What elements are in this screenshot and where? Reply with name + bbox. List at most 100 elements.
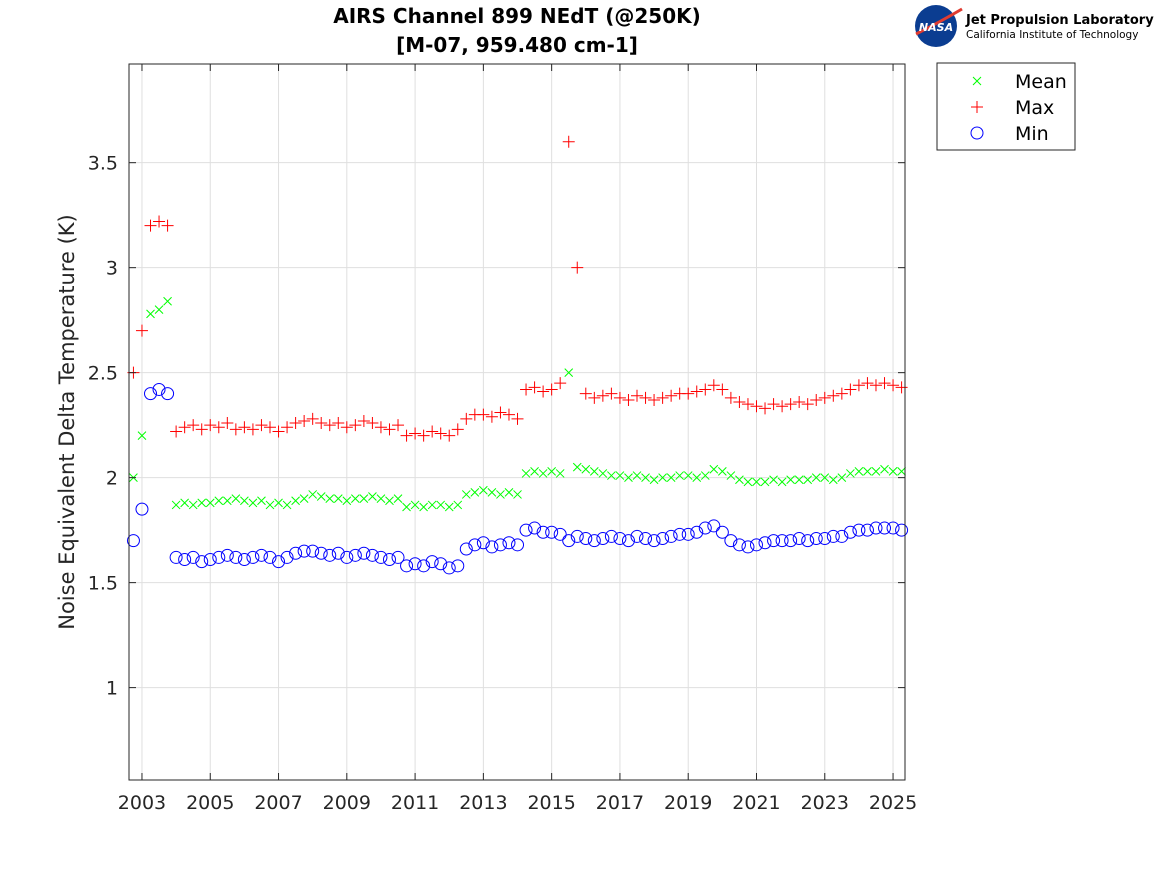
- mean-point: [222, 496, 232, 506]
- mean-point: [649, 475, 659, 485]
- max-point: [682, 387, 695, 400]
- mean-point: [385, 496, 394, 506]
- min-point: [212, 550, 226, 564]
- min-point: [306, 544, 320, 558]
- mean-point: [410, 500, 420, 510]
- max-point: [374, 421, 387, 434]
- mean-point: [333, 494, 343, 503]
- mean-point: [607, 471, 616, 480]
- min-point: [587, 534, 601, 548]
- min-point: [630, 529, 644, 543]
- x-tick-label: 2005: [186, 792, 234, 814]
- x-tick-label: 2013: [459, 792, 507, 814]
- mean-point: [274, 498, 283, 508]
- mean-point: [854, 466, 864, 476]
- mean-point: [615, 471, 625, 480]
- mean-point: [897, 466, 906, 476]
- min-point: [869, 521, 883, 535]
- min-point: [348, 548, 362, 562]
- mean-point: [658, 473, 667, 482]
- max-point: [767, 398, 780, 411]
- min-point: [664, 529, 678, 543]
- max-point: [263, 421, 276, 434]
- max-point: [178, 421, 191, 434]
- min-point: [758, 536, 772, 550]
- mean-point: [777, 477, 787, 487]
- legend[interactable]: Mean Max Min: [936, 62, 1076, 151]
- max-point: [443, 429, 456, 442]
- nasa-badge-text: NASA: [919, 21, 953, 34]
- x-tick-label: 2025: [869, 792, 917, 814]
- max-point: [349, 419, 362, 432]
- mean-point: [863, 466, 872, 476]
- max-point: [340, 421, 353, 434]
- mean-point: [675, 471, 685, 480]
- mean-point: [487, 487, 497, 497]
- max-point: [562, 135, 575, 148]
- min-point: [698, 521, 712, 535]
- max-point: [366, 417, 379, 430]
- max-point: [750, 400, 763, 413]
- max-point: [417, 429, 430, 442]
- max-point: [801, 398, 814, 411]
- legend-marker-max-icon: [971, 101, 983, 113]
- min-point: [604, 529, 618, 543]
- min-point: [391, 550, 405, 564]
- min-point: [425, 555, 439, 569]
- max-point: [451, 423, 464, 436]
- y-tick-label: 2: [106, 468, 118, 490]
- min-point: [562, 534, 576, 548]
- min-point: [749, 538, 763, 552]
- min-point: [144, 387, 158, 401]
- mean-point: [163, 296, 172, 306]
- max-point: [631, 389, 644, 402]
- max-point: [306, 412, 319, 425]
- max-point: [810, 393, 823, 406]
- max-point: [238, 421, 251, 434]
- mean-point: [803, 475, 813, 485]
- max-point: [170, 425, 183, 438]
- legend-box: [936, 62, 1076, 151]
- max-point: [887, 379, 900, 392]
- max-point: [229, 423, 242, 436]
- mean-point: [376, 494, 386, 503]
- min-point: [254, 548, 268, 562]
- max-point: [289, 417, 302, 430]
- mean-point: [743, 477, 753, 487]
- max-point: [596, 389, 609, 402]
- series-mean: [129, 296, 906, 512]
- mean-point: [479, 485, 488, 495]
- max-point: [665, 389, 678, 402]
- max-point: [195, 423, 208, 436]
- min-point: [493, 538, 507, 552]
- max-point: [724, 391, 737, 404]
- min-point: [741, 540, 755, 554]
- min-point: [835, 529, 849, 543]
- mean-point: [564, 368, 574, 378]
- min-point: [178, 553, 192, 567]
- min-point: [570, 529, 584, 543]
- min-point: [195, 555, 209, 569]
- max-point: [741, 398, 754, 411]
- min-point: [203, 553, 217, 567]
- min-point: [442, 561, 456, 575]
- mean-point: [837, 473, 847, 482]
- min-point: [536, 525, 550, 539]
- mean-point: [419, 502, 428, 512]
- legend-item-max: Max: [971, 97, 1054, 119]
- min-point: [784, 534, 798, 548]
- mean-point: [444, 502, 454, 512]
- x-tick-label: 2009: [323, 792, 371, 814]
- data-marks: [126, 135, 909, 575]
- min-point: [809, 532, 823, 546]
- mean-point: [436, 500, 446, 510]
- min-point: [357, 546, 371, 560]
- max-point: [494, 406, 507, 419]
- mean-point: [180, 498, 190, 508]
- mean-point: [538, 469, 548, 478]
- nasa-swoosh-icon: [915, 7, 963, 36]
- min-point: [690, 525, 704, 539]
- max-point: [622, 393, 635, 406]
- mean-point: [504, 487, 514, 497]
- max-point: [409, 427, 422, 440]
